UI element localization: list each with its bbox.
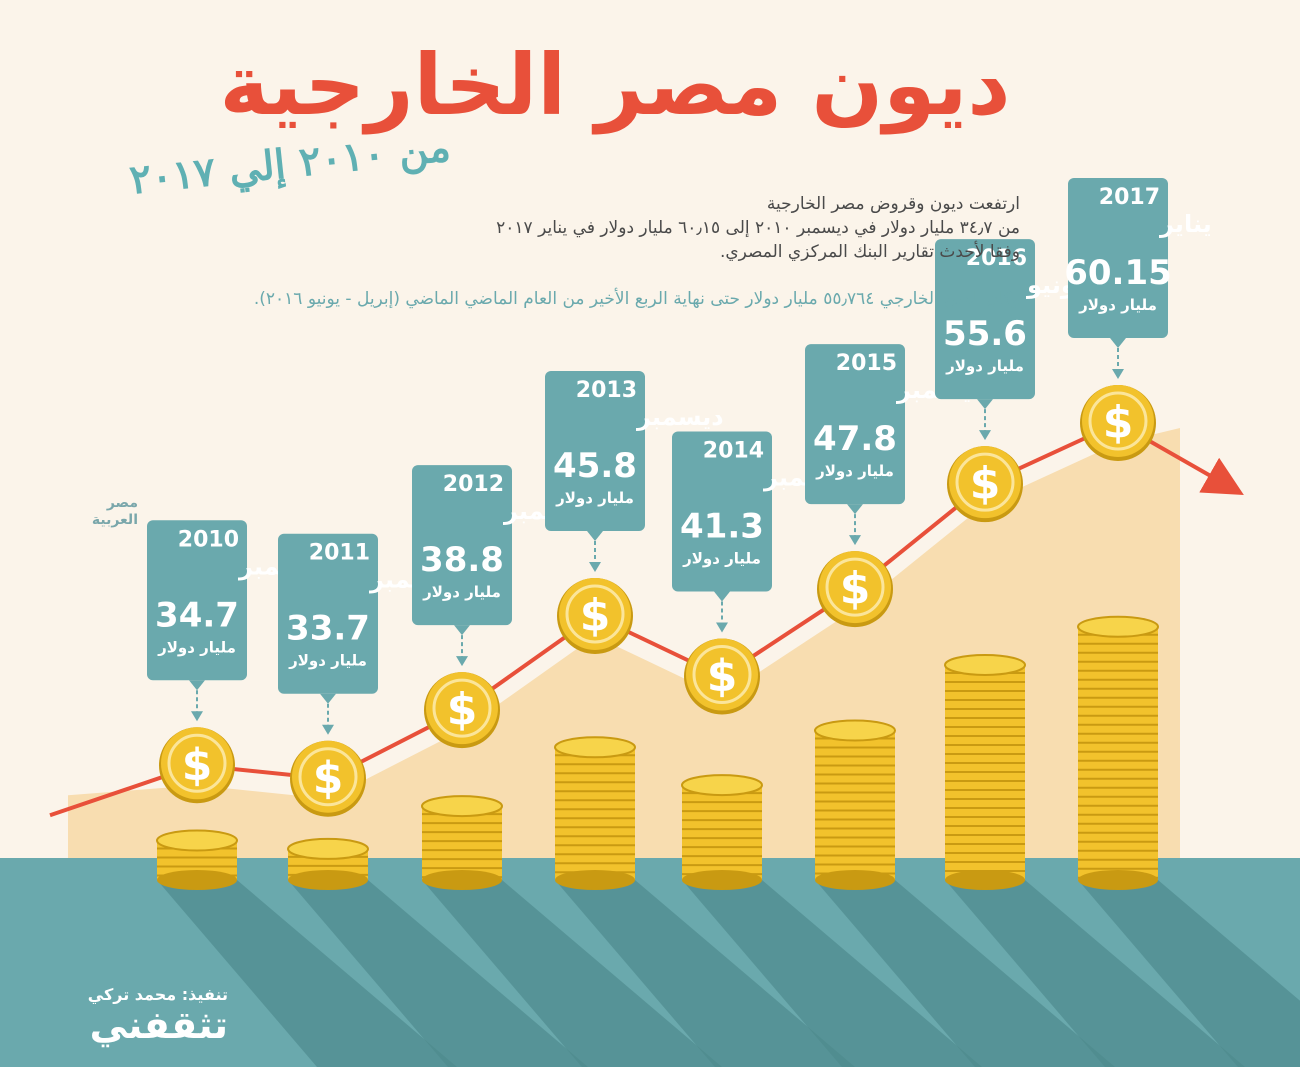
- intro-paragraph: ارتفعت ديون وقروض مصر الخارجية من ٣٤٫٧ م…: [300, 192, 1020, 264]
- year-label: 2015: [836, 351, 897, 376]
- stack-shadow: [288, 880, 588, 1067]
- intro-line-2: من ٣٤٫٧ مليار دولار في ديسمبر ٢٠١٠ إلى ٦…: [496, 218, 1020, 238]
- intro-note: وكان الدين الخارجي ٥٥٫٧٦٤ مليار دولار حت…: [253, 289, 1020, 309]
- unit-label: مليار دولار: [682, 550, 761, 568]
- year-label: 2017: [1099, 185, 1160, 210]
- stack-shadow: [555, 880, 855, 1067]
- year-label: 2014: [703, 439, 764, 464]
- stack-shadow: [815, 880, 1115, 1067]
- coin-stack-top: [156, 829, 238, 852]
- dollar-coin-icon: $: [290, 740, 366, 817]
- unit-label: مليار دولار: [1078, 296, 1157, 314]
- svg-text:$: $: [970, 458, 1001, 509]
- value-label: 34.7: [155, 595, 239, 635]
- unit-label: مليار دولار: [422, 583, 501, 601]
- value-label: 45.8: [553, 446, 637, 486]
- dollar-coin-icon: $: [424, 672, 500, 749]
- stack-shadow: [157, 880, 457, 1067]
- dollar-coin-icon: $: [159, 727, 235, 804]
- coin-stack-top: [1077, 615, 1159, 638]
- year-label: 2012: [443, 472, 504, 497]
- unit-label: مليار دولار: [288, 652, 367, 670]
- value-label: 38.8: [420, 540, 504, 580]
- intro-line-1: ارتفعت ديون وقروض مصر الخارجية: [766, 194, 1020, 214]
- tathqafni-wordmark: تثقفني: [89, 1003, 228, 1047]
- stack-shadow: [422, 880, 722, 1067]
- coin-stack-base: [945, 870, 1025, 890]
- coin-stack-base: [157, 870, 237, 890]
- credit-line: تنفيذ: محمد تركي: [87, 985, 228, 1004]
- masr-alarabia-logo: مصر العربية: [58, 495, 138, 529]
- coin-stack-base: [288, 870, 368, 890]
- svg-text:$: $: [707, 651, 738, 702]
- coin-stack-bar: [156, 829, 238, 890]
- coin-stack-bar: [1077, 615, 1159, 890]
- svg-text:$: $: [840, 563, 871, 614]
- page-title: ديون مصر الخارجية: [219, 36, 1011, 134]
- coin-stack-body: [1078, 626, 1158, 880]
- month-label: ديسمبر: [636, 403, 724, 431]
- dollar-coin-icon: $: [1080, 384, 1156, 461]
- coin-stack-base: [555, 870, 635, 890]
- unit-label: مليار دولار: [815, 462, 894, 480]
- coin-stack-base: [422, 870, 502, 890]
- coin-stack-top: [944, 653, 1026, 676]
- coin-stack-top: [421, 795, 503, 818]
- unit-label: مليار دولار: [555, 489, 634, 507]
- value-label: 60.15: [1064, 253, 1172, 293]
- coin-stack-bar: [421, 795, 503, 890]
- logo-top-line-2: العربية: [91, 512, 138, 528]
- svg-text:$: $: [182, 739, 213, 790]
- year-label: 2013: [576, 378, 637, 403]
- stack-shadow: [945, 880, 1245, 1067]
- tathqafni-logo: تنفيذ: محمد تركي تثقفني: [48, 985, 228, 1045]
- coin-stack-top: [681, 774, 763, 797]
- coin-stack-top: [287, 837, 369, 860]
- coin-stack-body: [815, 730, 895, 880]
- coin-stack-base: [1078, 870, 1158, 890]
- coin-stack-base: [815, 870, 895, 890]
- value-label: 33.7: [286, 609, 370, 649]
- unit-label: مليار دولار: [157, 638, 236, 656]
- month-label: يناير: [1159, 210, 1212, 238]
- coin-stack-bar: [554, 736, 636, 890]
- coin-stack-bar: [287, 837, 369, 890]
- unit-label: مليار دولار: [945, 357, 1024, 375]
- svg-text:$: $: [313, 753, 344, 804]
- trend-area: [68, 427, 1180, 858]
- coin-stack-bar: [814, 719, 896, 890]
- coin-stack-top: [554, 736, 636, 759]
- year-label: 2010: [178, 527, 239, 552]
- coin-stack-bar: [944, 653, 1026, 890]
- value-label: 41.3: [680, 507, 764, 547]
- dollar-coin-icon: $: [947, 446, 1023, 523]
- stack-shadow: [682, 880, 982, 1067]
- dollar-coin-icon: $: [684, 638, 760, 715]
- trend-line: [49, 420, 1244, 818]
- svg-text:$: $: [447, 684, 478, 735]
- coin-stack-body: [555, 747, 635, 880]
- dollar-coin-icon: $: [817, 551, 893, 628]
- intro-line-3: وفقا لأحدث تقارير البنك المركزي المصري.: [719, 242, 1020, 262]
- coin-stack-top: [814, 719, 896, 742]
- stack-shadow: [1078, 880, 1300, 1067]
- value-label: 55.6: [943, 314, 1027, 354]
- dollar-coin-icon: $: [557, 577, 633, 654]
- svg-text:$: $: [1103, 397, 1134, 448]
- value-label: 47.8: [813, 419, 897, 459]
- coin-stack-base: [682, 870, 762, 890]
- year-label: 2011: [309, 541, 370, 566]
- logo-top-line-1: مصر: [106, 495, 138, 511]
- svg-text:$: $: [580, 590, 611, 641]
- year-label: 2016: [966, 246, 1027, 271]
- coin-stack-bar: [681, 774, 763, 890]
